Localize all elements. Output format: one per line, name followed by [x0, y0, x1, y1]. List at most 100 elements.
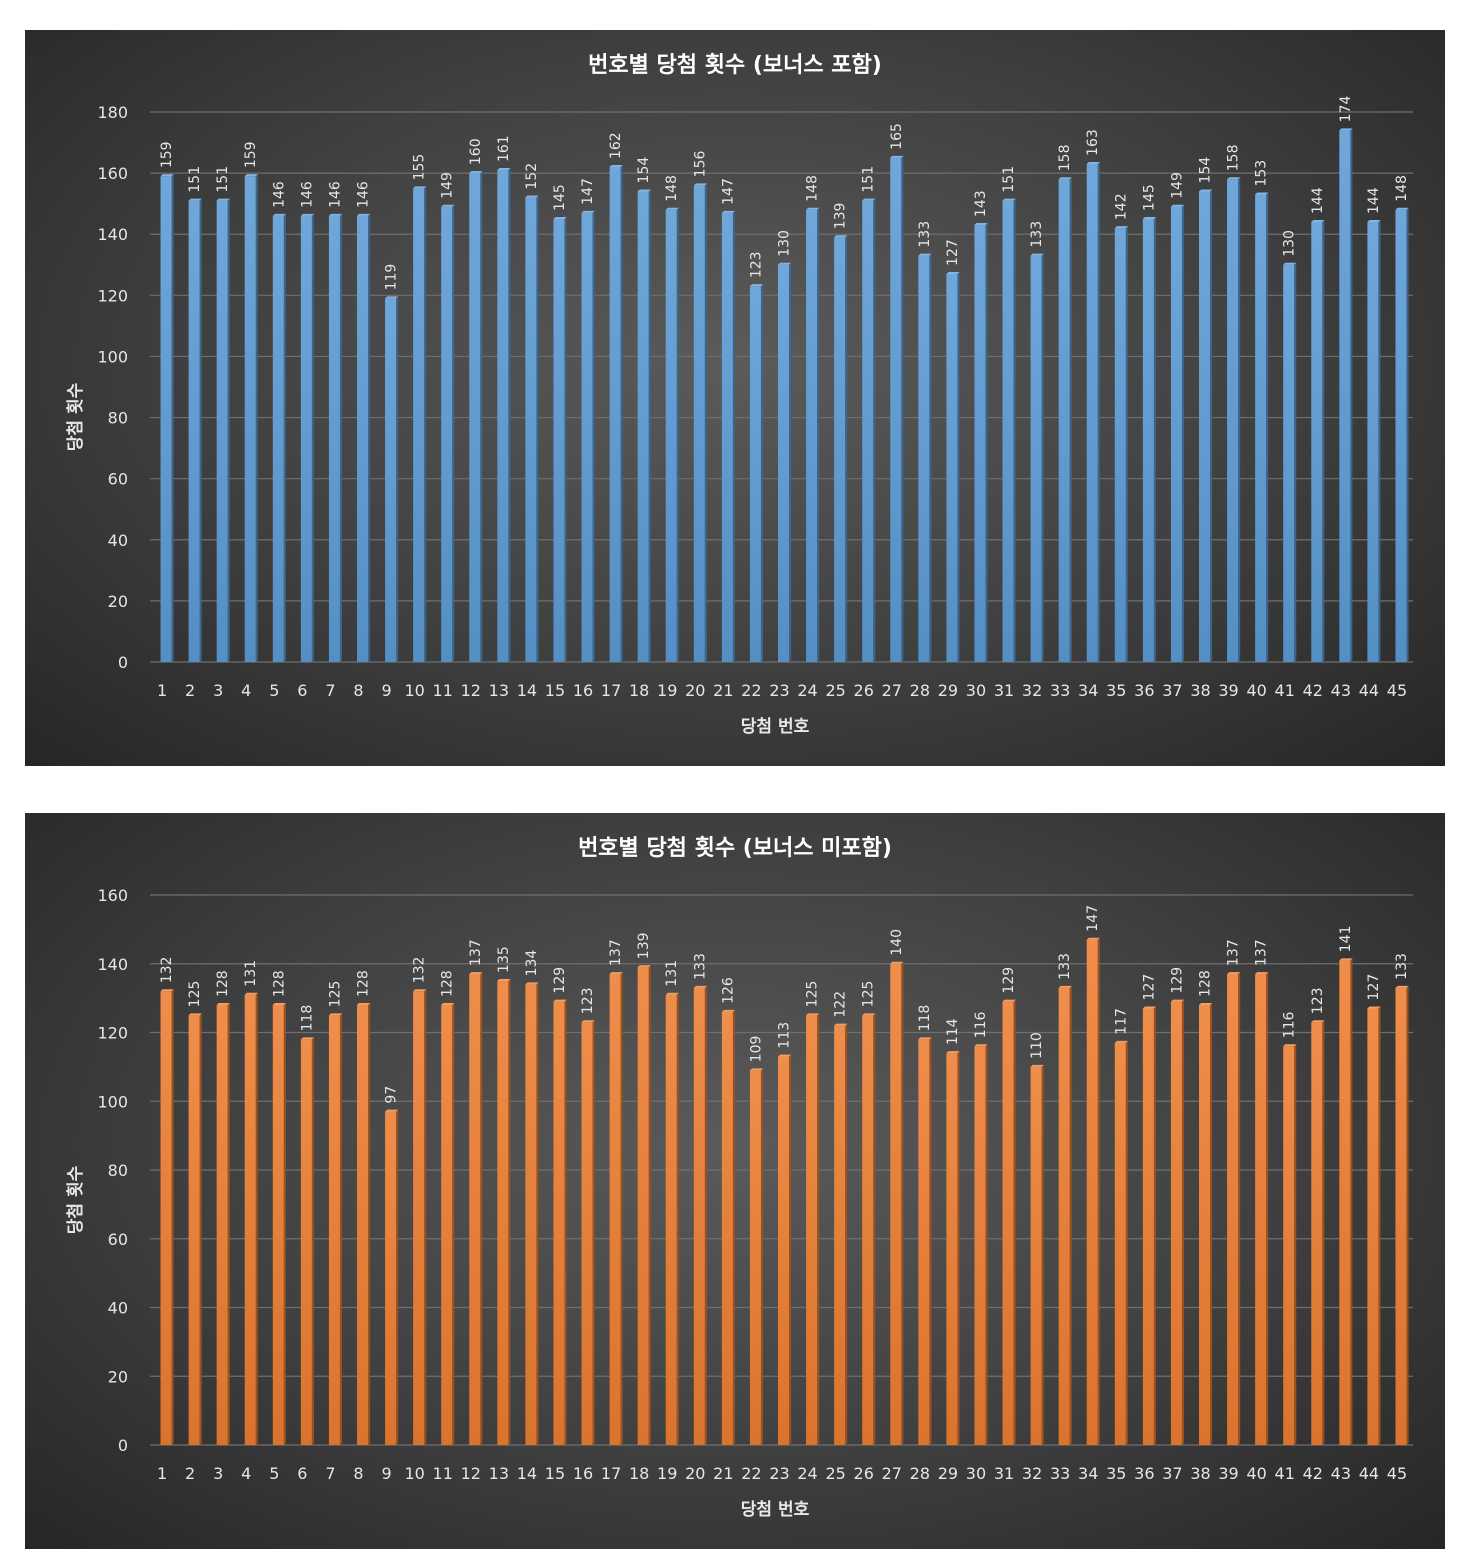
data-label: 137 [1254, 939, 1270, 966]
x-tick-label: 45 [1387, 681, 1407, 700]
bar-front [862, 200, 874, 662]
data-label: 159 [243, 141, 259, 168]
bar-side [760, 1068, 764, 1445]
data-label: 146 [327, 181, 343, 208]
bar-3 [216, 1003, 230, 1445]
data-label: 155 [412, 154, 428, 181]
data-label: 174 [1338, 96, 1354, 123]
bar-26 [862, 198, 876, 662]
bar-5 [272, 1003, 286, 1445]
bar-side [1041, 253, 1044, 662]
data-label: 128 [440, 970, 456, 997]
x-tick-label: 12 [461, 1464, 481, 1483]
x-tick-label: 27 [882, 1464, 902, 1483]
data-label: 123 [1310, 987, 1326, 1014]
bar-top [1255, 192, 1269, 195]
bar-30 [974, 1044, 988, 1445]
bar-9 [385, 296, 399, 662]
bar-front [1114, 1042, 1126, 1445]
data-label: 161 [496, 135, 512, 162]
bar-front [918, 1039, 930, 1445]
bar-front [1395, 987, 1407, 1445]
data-label: 154 [1198, 157, 1214, 184]
bar-top [918, 1037, 932, 1040]
bar-39 [1227, 972, 1241, 1445]
bar-front [385, 298, 397, 662]
data-label: 144 [1310, 187, 1326, 214]
bar-top [1227, 177, 1241, 180]
y-tick-label: 40 [108, 1299, 128, 1318]
x-tick-label: 32 [1022, 681, 1042, 700]
data-label: 146 [356, 181, 372, 208]
bar-front [1058, 179, 1070, 662]
data-label: 129 [1169, 967, 1185, 994]
data-label: 116 [1282, 1011, 1298, 1038]
data-label: 131 [243, 960, 259, 987]
data-label: 116 [973, 1011, 989, 1038]
bar-front [1339, 960, 1351, 1445]
bar-top [553, 999, 567, 1002]
x-tick-label: 12 [461, 681, 481, 700]
data-label: 125 [187, 981, 203, 1008]
bar-front [1002, 1001, 1014, 1445]
bar-side [789, 1054, 792, 1445]
x-axis-title: 당첨 번호 [741, 1499, 810, 1520]
bar-chart-without-bonus: 번호별 당첨 횟수 (보너스 미포함)020406080100120140160… [65, 836, 1413, 1520]
bar-side [648, 965, 651, 1445]
bar-front [1030, 255, 1042, 662]
bar-front [834, 1025, 846, 1445]
bar-top [693, 183, 707, 186]
bar-front [890, 157, 902, 662]
bar-front [1199, 1005, 1210, 1445]
bar-front [1086, 163, 1098, 662]
bar-10 [413, 186, 427, 662]
bar-front [721, 1011, 733, 1445]
bar-top [1367, 220, 1381, 222]
bar-side [171, 174, 174, 662]
bar-top [1227, 972, 1241, 975]
bar-top [862, 1013, 876, 1016]
bar-14 [525, 195, 539, 663]
data-label: 147 [1085, 905, 1101, 932]
bar-top [890, 961, 904, 964]
bar-35 [1114, 1040, 1128, 1445]
x-tick-label: 22 [741, 1464, 761, 1483]
bar-top [553, 216, 567, 219]
bar-top [441, 1003, 455, 1005]
bar-side [536, 195, 539, 663]
bar-32 [1030, 253, 1044, 662]
bar-side [452, 1003, 455, 1445]
bar-side [1238, 972, 1241, 1445]
x-tick-label: 7 [325, 681, 335, 700]
bar-16 [581, 210, 595, 663]
bar-top [721, 210, 735, 213]
data-label: 154 [636, 157, 652, 184]
bar-top [328, 1013, 343, 1016]
data-label: 146 [271, 181, 287, 208]
bar-33 [1058, 177, 1072, 662]
x-tick-label: 39 [1218, 1464, 1238, 1483]
x-tick-label: 21 [713, 681, 733, 700]
bar-side [1210, 189, 1213, 662]
bar-7 [328, 213, 343, 662]
data-label: 152 [524, 163, 540, 190]
bar-37 [1170, 204, 1185, 662]
bar-front [385, 1111, 397, 1445]
bar-front [188, 200, 200, 662]
bar-45 [1395, 207, 1409, 662]
x-tick-label: 7 [325, 1464, 335, 1483]
bar-11 [441, 204, 455, 662]
data-label: 144 [1366, 187, 1382, 214]
bar-top [1086, 161, 1100, 164]
data-label: 141 [1338, 926, 1354, 953]
data-label: 132 [159, 957, 175, 984]
y-axis-title: 당첨 횟수 [65, 382, 86, 451]
bar-top [1170, 999, 1185, 1002]
y-tick-label: 20 [108, 592, 128, 611]
chart-title: 번호별 당첨 횟수 (보너스 포함) [588, 53, 882, 78]
x-tick-label: 37 [1162, 681, 1182, 700]
x-tick-label: 13 [489, 681, 509, 700]
data-label: 146 [299, 181, 315, 208]
x-tick-label: 1 [157, 1464, 167, 1483]
data-label: 133 [1057, 953, 1073, 980]
